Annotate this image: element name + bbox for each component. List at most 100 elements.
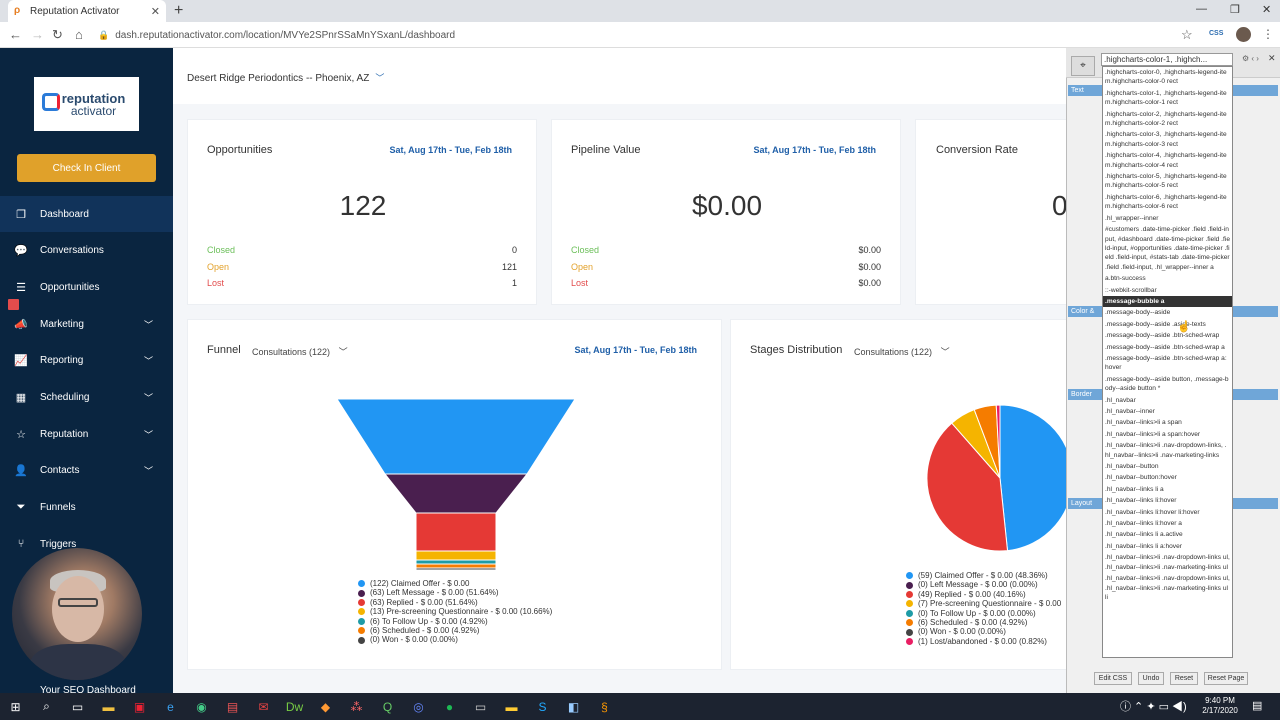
date-range[interactable]: Sat, Aug 17th - Tue, Feb 18th <box>574 345 697 355</box>
funnel-legend-item[interactable]: (6) Scheduled - $ 0.00 (4.92%) <box>358 626 552 635</box>
stages-legend-item[interactable]: (0) To Follow Up - $ 0.00 (0.00%) <box>906 609 1061 618</box>
css-extension-icon[interactable]: CSS <box>1209 30 1224 37</box>
funnel-segment[interactable] <box>383 473 529 514</box>
selector-option[interactable]: .hl_navbar--links li:hover a <box>1105 520 1182 528</box>
file-explorer-icon[interactable]: ▬ <box>102 699 115 714</box>
pie-slice[interactable] <box>999 404 1066 552</box>
acrobat-icon[interactable]: ▣ <box>133 699 146 714</box>
skype-icon[interactable]: S <box>538 699 547 714</box>
edge-icon[interactable]: e <box>167 699 174 714</box>
app-icon[interactable]: ▤ <box>226 699 239 714</box>
logo[interactable]: reputation activator <box>34 77 139 131</box>
selector-option[interactable]: .hl_navbar--links li a:hover <box>1105 542 1182 550</box>
sidebar-item-marketing[interactable]: 📣 Marketing ﹀ <box>0 306 173 342</box>
selector-option[interactable]: .hl_navbar--links li:hover li:hover <box>1105 508 1200 516</box>
pipeline-dropdown[interactable]: Consultations (122) ﹀ <box>854 345 950 358</box>
location-switcher[interactable]: Desert Ridge Periodontics -- Phoenix, AZ… <box>187 71 384 84</box>
app-icon[interactable]: Q <box>382 699 393 714</box>
pie-slice[interactable] <box>995 404 1001 479</box>
sidebar-item-opportunities[interactable]: ☰ Opportunities <box>0 269 173 305</box>
selector-option[interactable]: .hl_navbar--links>li .nav-dropdown-links… <box>1105 554 1230 571</box>
sidebar-item-contacts[interactable]: 👤 Contacts ﹀ <box>0 452 173 488</box>
date-range[interactable]: Sat, Aug 17th - Tue, Feb 18th <box>753 145 876 155</box>
funnel-legend-item[interactable]: (13) Pre-screening Questionnaire - $ 0.0… <box>358 607 552 616</box>
selector-option[interactable]: .hl_navbar--links li a.active <box>1105 531 1183 539</box>
stages-legend-item[interactable]: (0) Left Message - $ 0.00 (0.00%) <box>906 580 1061 589</box>
selector-option[interactable]: .highcharts-color-0, .highcharts-legend-… <box>1105 69 1227 86</box>
date-range[interactable]: Sat, Aug 17th - Tue, Feb 18th <box>389 145 512 155</box>
app-icon[interactable]: ▭ <box>474 699 487 714</box>
selector-option[interactable]: .message-body--aside button, .message-bo… <box>1105 375 1229 393</box>
sidebar-item-reputation[interactable]: ☆ Reputation ﹀ <box>0 416 173 452</box>
section-layout[interactable]: Layout <box>1068 498 1102 509</box>
check-in-client-button[interactable]: Check In Client <box>17 154 156 182</box>
dreamweaver-icon[interactable]: Dw <box>285 699 304 714</box>
section-border[interactable]: Border <box>1068 389 1102 400</box>
sidebar-item-dashboard[interactable]: ❐ Dashboard <box>0 196 173 232</box>
sidebar-item-funnels[interactable]: ⏷ Funnels <box>0 489 173 525</box>
menu-dots-icon[interactable]: ⋮ <box>1262 27 1274 41</box>
selector-option[interactable]: .hl_navbar--inner <box>1105 408 1155 415</box>
clock[interactable]: 9:40 PM 2/17/2020 <box>1198 696 1242 716</box>
section-color[interactable]: Color & <box>1068 306 1102 317</box>
restore-icon[interactable]: ❐ <box>1230 4 1240 16</box>
selector-dropdown-list[interactable]: .highcharts-color-0, .highcharts-legend-… <box>1102 66 1233 658</box>
funnel-segment[interactable] <box>336 398 576 475</box>
sidebar-item-reporting[interactable]: 📈 Reporting ﹀ <box>0 342 173 378</box>
funnel-legend-item[interactable]: (6) To Follow Up - $ 0.00 (4.92%) <box>358 617 552 626</box>
funnel-segment[interactable] <box>415 550 497 561</box>
stages-legend-item[interactable]: (59) Claimed Offer - $ 0.00 (48.36%) <box>906 571 1061 580</box>
reload-icon[interactable]: ↻ <box>52 27 63 42</box>
tray-icons[interactable]: ⓘ ⌃ ✦ ▭ ◀) <box>1120 701 1187 713</box>
new-tab-icon[interactable]: + <box>174 2 184 19</box>
pie-slice[interactable] <box>926 422 1009 552</box>
task-view-icon[interactable]: ▭ <box>71 699 84 714</box>
chrome-icon[interactable]: ◉ <box>196 699 207 714</box>
selector-option[interactable]: .hl_navbar--links>li .nav-dropdown-links… <box>1105 575 1230 601</box>
selector-option[interactable]: .highcharts-color-4, .highcharts-legend-… <box>1105 152 1227 169</box>
app-icon[interactable]: ◎ <box>413 699 424 714</box>
element-picker-icon[interactable]: ⌖ <box>1071 56 1095 76</box>
app-icon[interactable]: ◆ <box>320 699 331 714</box>
pipeline-dropdown[interactable]: Consultations (122) ﹀ <box>252 345 348 358</box>
sidebar-item-scheduling[interactable]: ▦ Scheduling ﹀ <box>0 379 173 415</box>
selector-option[interactable]: .hl_navbar <box>1105 396 1136 404</box>
app-icon[interactable]: ▬ <box>505 699 518 714</box>
close-tab-icon[interactable]: ✕ <box>150 5 160 18</box>
selector-select[interactable]: .highcharts-color-1, .highch... <box>1101 53 1233 66</box>
selector-option[interactable]: .hl_wrapper--inner <box>1105 214 1159 222</box>
selector-option[interactable]: .message-body--aside <box>1105 309 1171 317</box>
selector-option[interactable]: .message-body--aside .aside-texts <box>1105 320 1206 328</box>
settings-icon[interactable]: ⚙ ‹ › <box>1242 54 1259 63</box>
funnel-segment[interactable] <box>415 512 497 552</box>
close-panel-icon[interactable]: ✕ <box>1268 53 1276 63</box>
mail-icon[interactable]: ✉ <box>258 699 269 714</box>
notifications-icon[interactable]: ▤ <box>1252 700 1263 712</box>
selector-option[interactable]: .hl_navbar--links>li .nav-dropdown-links… <box>1105 442 1227 459</box>
home-icon[interactable]: ⌂ <box>75 27 83 42</box>
funnel-segment[interactable] <box>415 567 497 571</box>
app-icon[interactable]: § <box>601 699 608 714</box>
selector-option[interactable]: .highcharts-color-5, .highcharts-legend-… <box>1105 173 1227 190</box>
bookmark-star-icon[interactable]: ☆ <box>1181 27 1193 42</box>
selector-option[interactable]: .hl_navbar--button:hover <box>1105 474 1177 482</box>
funnel-segment[interactable] <box>415 563 497 569</box>
funnel-legend-item[interactable]: (122) Claimed Offer - $ 0.00 <box>358 579 552 588</box>
stages-legend-item[interactable]: (7) Pre-screening Questionnaire - $ 0.00 <box>906 599 1061 608</box>
selector-option[interactable]: .hl_navbar--links>li a span <box>1105 419 1182 427</box>
profile-avatar[interactable] <box>1236 27 1251 42</box>
app-icon[interactable]: ⁂ <box>350 699 363 714</box>
stages-legend-item[interactable]: (49) Replied - $ 0.00 (40.16%) <box>906 590 1061 599</box>
funnel-segment[interactable] <box>415 559 497 565</box>
reset-button[interactable]: Reset <box>1170 672 1198 685</box>
funnel-legend-item[interactable]: (63) Replied - $ 0.00 (51.64%) <box>358 598 552 607</box>
sidebar-item-triggers[interactable]: ⑂ Triggers <box>0 526 173 562</box>
funnel-legend-item[interactable]: (63) Left Message - $ 0.00 (51.64%) <box>358 588 552 597</box>
stages-legend-item[interactable]: (0) Won - $ 0.00 (0.00%) <box>906 627 1061 636</box>
selector-option[interactable]: ::-webkit-scrollbar <box>1105 286 1157 294</box>
selector-option[interactable]: .highcharts-color-2, .highcharts-legend-… <box>1105 110 1227 128</box>
selector-option[interactable]: .hl_navbar--links li a <box>1105 485 1164 493</box>
selector-option[interactable]: .message-body--aside .btn-sched-wrap <box>1105 332 1220 340</box>
browser-tab[interactable]: ρ Reputation Activator ✕ <box>8 0 166 22</box>
url-field[interactable]: 🔒 dash.reputationactivator.com/location/… <box>98 26 1168 44</box>
